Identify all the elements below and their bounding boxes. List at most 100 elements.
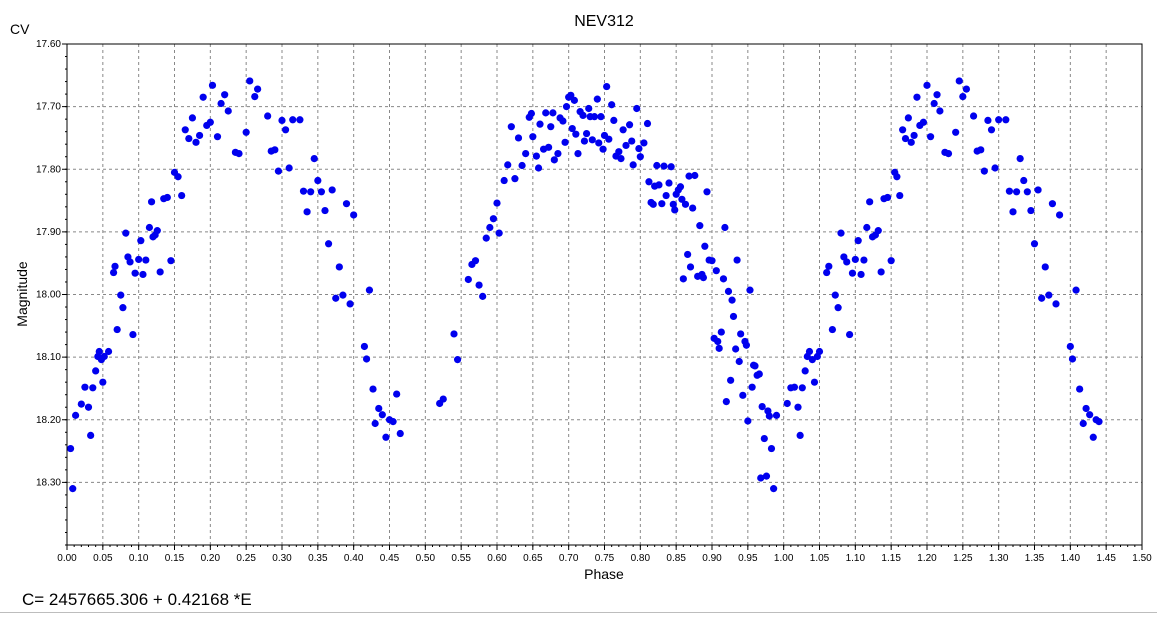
data-point [117,291,125,299]
data-point [633,104,641,113]
data-point [662,191,670,200]
data-point [605,135,613,143]
data-point [131,269,139,277]
data-point [590,113,599,121]
data-point [500,176,508,185]
data-point [758,402,766,411]
data-point [660,162,668,170]
x-tick-label: 0.05 [93,553,113,564]
data-point [883,193,892,202]
x-tick-label: 0.85 [666,553,686,564]
data-point [139,270,147,279]
x-tick-label: 1.20 [917,553,937,564]
data-point [896,191,904,200]
data-point [837,229,845,237]
data-point [874,227,882,235]
x-tick-label: 1.35 [1025,553,1045,564]
chart-title: NEV312 [574,13,634,30]
data-point [790,383,799,391]
data-point [629,161,637,169]
data-point [739,391,747,399]
data-point [181,126,189,134]
data-point [910,131,918,140]
data-point [111,262,119,270]
data-point [1041,263,1049,271]
data-point [271,146,279,154]
data-point [479,292,487,300]
data-point [649,200,657,208]
data-point [599,145,607,153]
data-point [991,164,999,172]
data-point [350,211,358,219]
data-point [653,161,661,170]
x-tick-label: 1.45 [1096,553,1116,564]
data-point [610,116,618,125]
x-tick-label: 0.75 [595,553,615,564]
x-tick-label: 0.10 [129,553,149,564]
data-point [719,275,728,283]
y-tick-label: 18.20 [36,415,61,426]
data-point [746,286,754,294]
data-point [137,237,145,245]
data-point [84,403,93,411]
data-point [328,186,336,194]
data-point [289,116,297,124]
data-point [99,378,107,386]
data-point [712,267,720,275]
data-point [495,229,503,237]
y-tick-label: 17.80 [36,164,61,175]
data-point [640,139,648,147]
data-point [689,204,697,212]
data-point [188,114,197,122]
data-point [296,116,304,124]
data-point [762,472,771,480]
data-point [1045,291,1053,299]
data-point [714,337,722,346]
data-point [527,109,536,118]
data-point [100,352,108,361]
data-point [696,222,704,230]
data-point [722,397,730,406]
data-point [324,240,333,248]
data-point [944,149,953,158]
data-point [962,85,971,93]
data-point [549,109,557,117]
data-point [930,99,938,108]
data-point [1066,342,1074,351]
data-point [278,116,286,125]
data-point [554,149,562,158]
data-point [562,103,571,111]
data-point [658,200,666,208]
data-point [969,112,978,120]
data-point [568,124,576,133]
ephemeris-formula: C= 2457665.306 + 0.42168 *E [22,590,252,609]
data-point [529,133,537,141]
data-point [721,223,729,232]
data-point [715,344,723,352]
data-point [676,183,685,191]
y-tick-label: 18.10 [36,352,61,363]
data-point [224,107,232,115]
data-point [798,384,806,392]
data-point [751,362,759,370]
data-point [453,356,462,364]
data-point [825,262,833,270]
x-tick-label: 0.20 [201,553,221,564]
data-point [339,291,347,299]
data-point [815,347,824,356]
data-point [1072,286,1080,294]
data-point [760,434,768,443]
data-point [728,296,736,304]
data-point [597,113,605,121]
data-point [846,330,854,339]
data-point [681,200,690,208]
data-point [504,161,512,169]
data-point [251,93,259,101]
data-point [770,485,778,493]
data-point [145,223,154,232]
data-point [264,112,272,120]
data-point [810,378,819,386]
data-point [567,91,575,99]
data-point [686,263,695,271]
